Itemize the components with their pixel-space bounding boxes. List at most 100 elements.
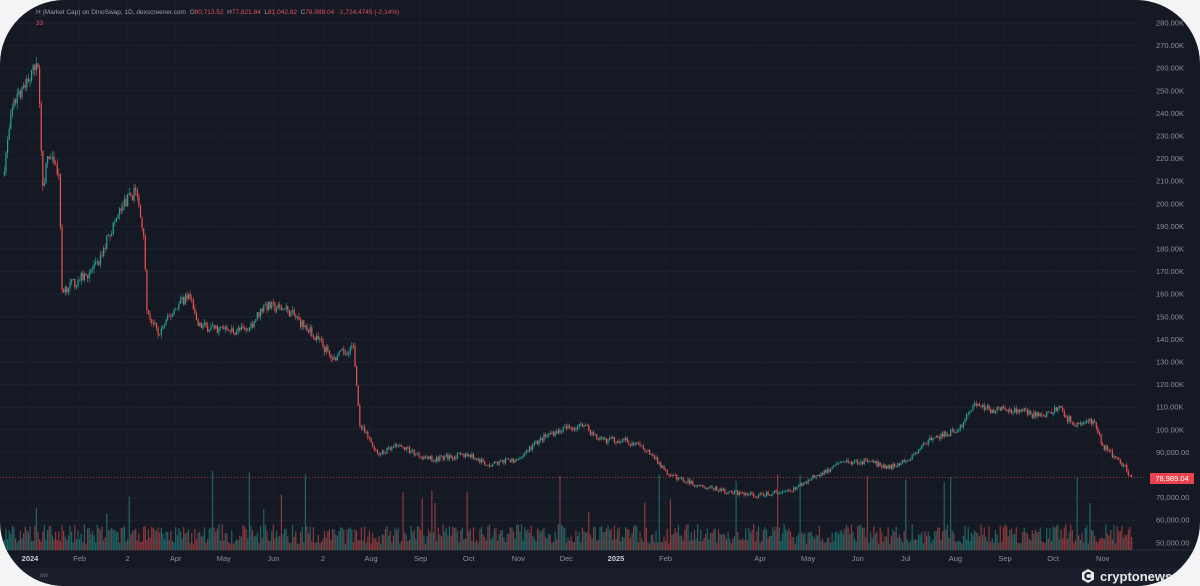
candle <box>876 461 878 467</box>
candle <box>600 437 603 438</box>
candle <box>101 254 103 256</box>
volume-bar <box>75 539 78 550</box>
candle <box>543 434 545 441</box>
candle <box>756 497 758 498</box>
candle <box>1076 423 1078 427</box>
candle <box>730 491 732 493</box>
candle <box>783 491 785 493</box>
volume-bar <box>703 537 705 550</box>
candle <box>961 425 963 428</box>
volume-bar <box>437 527 439 550</box>
volume-bar <box>468 531 470 550</box>
volume-bar <box>1015 527 1017 550</box>
candle <box>1100 434 1102 444</box>
volume-bar <box>368 530 371 550</box>
candle <box>703 485 705 488</box>
candle <box>940 433 942 439</box>
volume-bar <box>730 543 732 550</box>
volume-bar <box>90 534 92 550</box>
candle <box>1057 407 1059 411</box>
x-tick-label: Jul <box>901 554 911 563</box>
volume-bar <box>802 534 804 550</box>
volume-bar <box>839 530 841 550</box>
volume-bar <box>868 543 870 550</box>
volume-bar <box>1126 535 1128 550</box>
candle <box>687 479 689 483</box>
candle <box>416 453 419 455</box>
volume-bar <box>263 509 265 550</box>
volume-bar <box>388 535 390 550</box>
volume-bar <box>977 533 979 550</box>
candle <box>551 432 553 435</box>
candle <box>19 91 21 98</box>
volume-bar <box>641 538 643 550</box>
candle <box>825 470 827 473</box>
candle <box>564 426 566 428</box>
candle <box>589 430 591 435</box>
candle <box>930 437 933 441</box>
candle <box>487 464 489 466</box>
volume-bar <box>1018 543 1021 550</box>
volume-bar <box>773 530 776 550</box>
candle <box>242 326 244 329</box>
candle <box>231 328 233 331</box>
candle <box>974 403 976 405</box>
volume-bar <box>1081 532 1083 550</box>
candle <box>581 423 583 427</box>
candle <box>191 298 193 300</box>
volume-bar <box>911 524 913 550</box>
volume-bar <box>845 525 848 550</box>
volume-bar <box>617 528 619 550</box>
candle <box>628 442 630 445</box>
legend-change: -1,724.4745 (-2.14%) <box>337 9 400 16</box>
volume-bar <box>629 537 632 550</box>
candle <box>466 453 468 457</box>
volume-bar <box>5 528 7 550</box>
volume-bar <box>789 531 792 550</box>
candle <box>90 270 92 273</box>
volume-bar <box>954 541 957 550</box>
candle <box>983 404 985 410</box>
volume-bar <box>279 535 281 550</box>
candle <box>576 426 579 429</box>
volume-bar <box>793 537 795 550</box>
volume-bar <box>237 540 239 550</box>
volume-bar <box>482 534 484 550</box>
volume-bar <box>785 528 787 550</box>
candle <box>157 327 159 335</box>
volume-bar <box>953 532 955 550</box>
volume-bar <box>578 531 580 550</box>
candle <box>447 454 449 460</box>
volume-bar <box>943 481 945 550</box>
candle <box>431 456 433 461</box>
x-tick-label: 2 <box>321 554 325 563</box>
candle <box>479 458 481 463</box>
volume-bar <box>711 532 713 550</box>
volume-bar <box>178 528 180 550</box>
volume-bar <box>231 530 233 550</box>
volume-bar <box>813 538 816 550</box>
candle <box>882 464 884 468</box>
volume-bar <box>1103 538 1105 550</box>
candle <box>737 490 739 495</box>
volume-bar <box>18 540 20 550</box>
candle <box>275 308 278 312</box>
candle <box>120 208 122 211</box>
candle <box>788 489 790 491</box>
candle <box>527 450 529 452</box>
volume-bar <box>143 526 145 550</box>
volume-bar <box>861 527 864 550</box>
candle <box>509 459 511 462</box>
candle <box>586 425 588 426</box>
candle <box>985 408 987 410</box>
candle <box>27 78 29 82</box>
volume-bar <box>727 531 729 550</box>
candle <box>685 482 688 484</box>
volume-bar <box>818 526 820 550</box>
volume-bar <box>504 542 507 550</box>
candle <box>324 346 326 353</box>
candle <box>868 461 870 463</box>
candle <box>458 452 460 454</box>
